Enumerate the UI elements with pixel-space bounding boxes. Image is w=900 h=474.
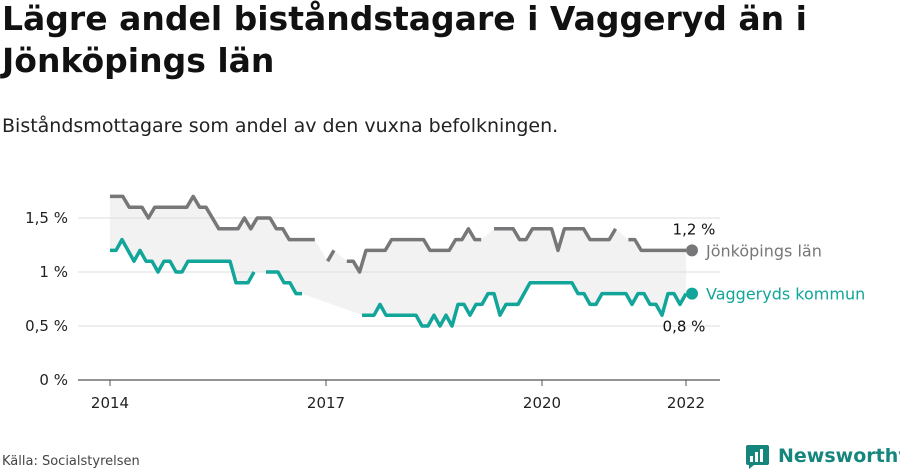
end-point-jonkopings-lan [686,244,698,257]
series-line-vaggeryds-kommun [362,281,688,328]
end-value-label-vaggeryds-kommun: 0,8 % [663,318,706,336]
range-band [110,196,686,326]
x-tick-label: 2014 [91,394,129,412]
end-value-label-jonkopings-lan: 1,2 % [673,220,716,238]
series-line-jonkopings-lan [628,237,686,253]
series-line-vaggeryds-kommun [110,237,256,285]
chart-subtitle: Biståndsmottagare som andel av den vuxna… [2,115,559,137]
brand[interactable]: Newsworthy [745,441,900,471]
x-axis: 2014 2017 2020 2022 [91,380,705,412]
x-tick-label: 2022 [667,394,705,412]
series-label-vaggeryds-kommun: Vaggeryds kommun [706,285,865,304]
y-tick-label: 0 % [39,371,68,389]
bar-chart-logo-icon [746,444,769,469]
brand-name: Newsworthy [778,445,900,467]
y-gridlines: 0 % 0,5 % 1 % 1,5 % [25,209,720,389]
y-tick-label: 0,5 % [25,317,68,335]
series-line-jonkopings-lan [326,249,336,263]
series-line-jonkopings-lan [346,227,482,274]
series-lines [110,194,688,328]
range-band-layer [110,196,686,326]
series-line-vaggeryds-kommun [266,270,302,296]
x-tick-label: 2017 [307,394,345,412]
y-tick-label: 1,5 % [25,209,68,227]
line-chart: 0 % 0,5 % 1 % 1,5 % 2014 2017 2020 2022 Jönköp… [25,194,866,412]
chart-title: Lägre andel biståndstagare i Vaggeryd än… [2,0,807,80]
y-tick-label: 1 % [39,263,68,281]
series-labels: Jönköpings län Vaggeryds kommun 1,2 % 0,8 % [663,220,866,335]
x-tick-label: 2020 [523,394,561,412]
series-label-jonkopings-lan: Jönköpings län [705,241,822,260]
series-line-jonkopings-lan [494,227,618,253]
series-line-jonkopings-lan [110,194,315,242]
source-note: Källa: Socialstyrelsen [2,454,140,469]
end-point-vaggeryds-kommun [686,287,698,300]
